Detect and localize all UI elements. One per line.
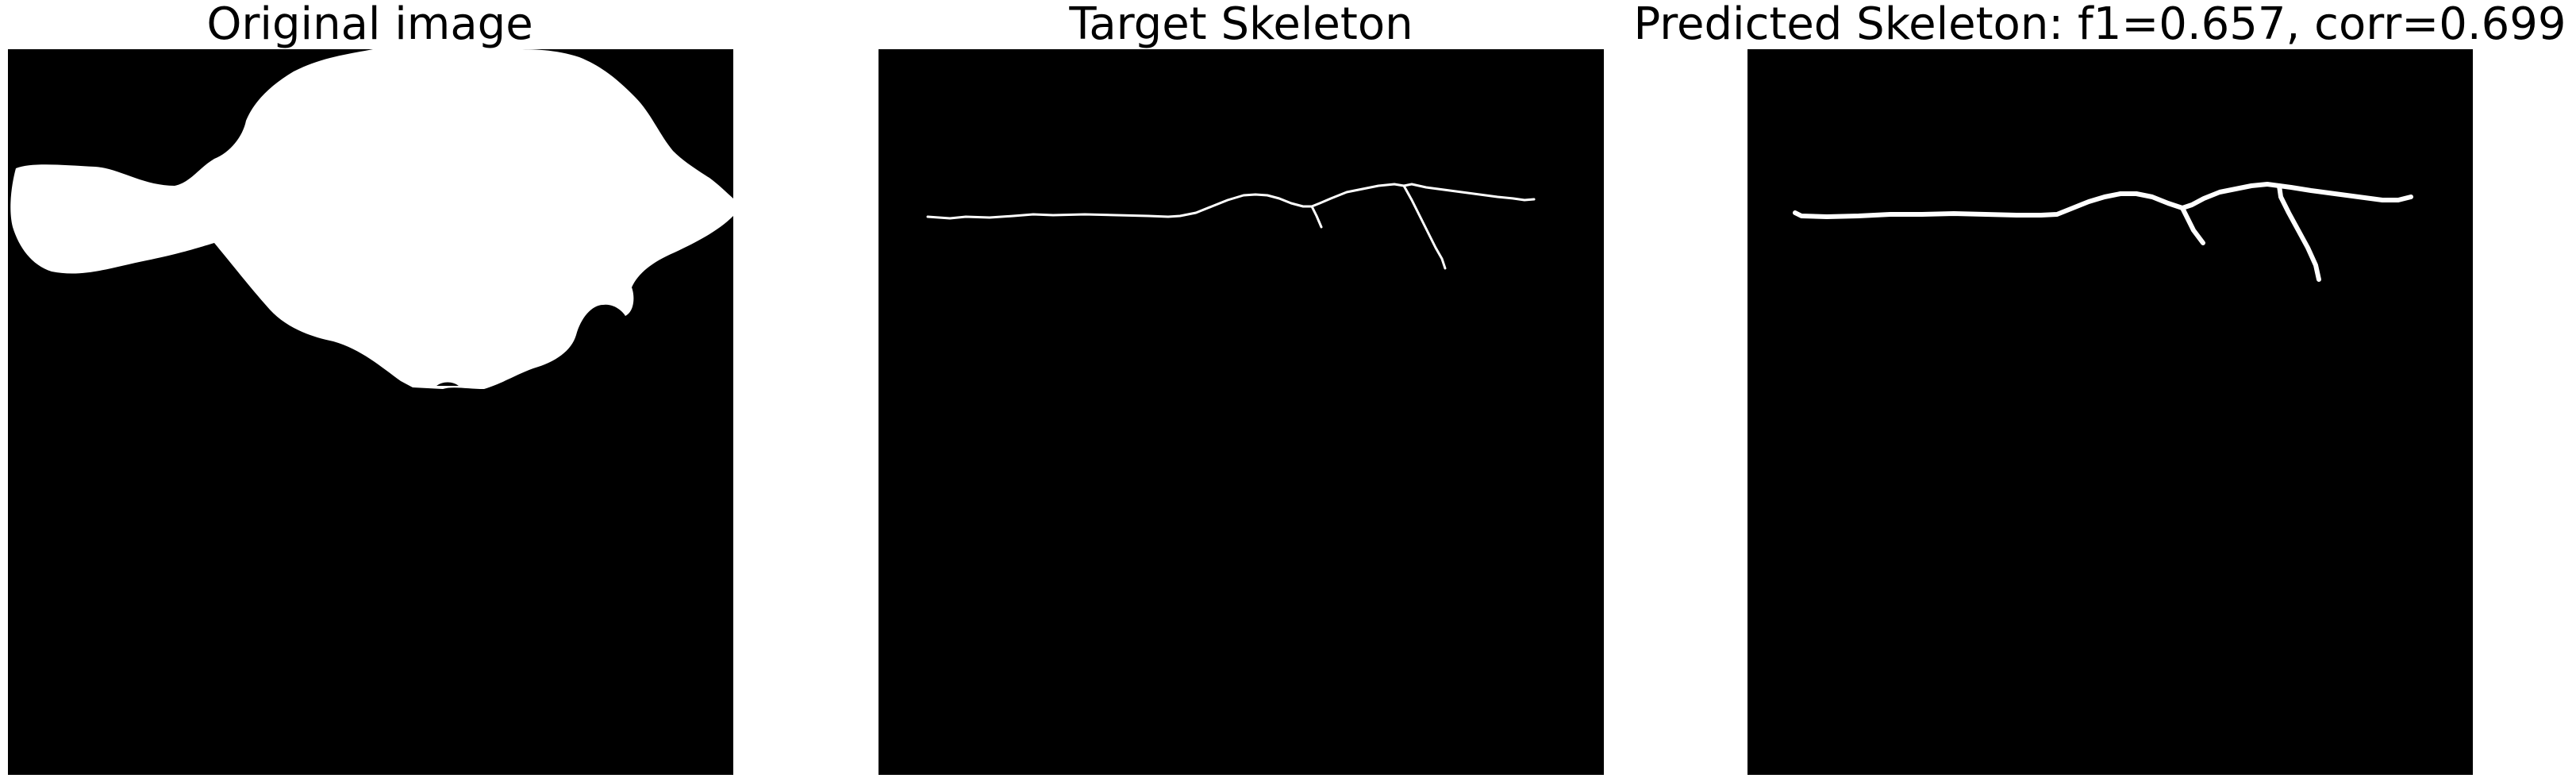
target-skeleton-title: Target Skeleton xyxy=(1069,0,1413,50)
predicted-skeleton-branch-2 xyxy=(2277,183,2321,282)
white-blob-notch xyxy=(436,382,459,386)
target-skeleton-branch-2 xyxy=(1402,184,1447,270)
target-skeleton-panel xyxy=(879,49,1604,775)
original-mask-image xyxy=(8,49,733,775)
target-skeleton-main-path xyxy=(926,183,1536,220)
white-blob-shape xyxy=(10,49,733,389)
predicted-skeleton-image xyxy=(1747,49,2473,775)
predicted-skeleton-title: Predicted Skeleton: f1=0.657, corr=0.699 xyxy=(1633,0,2566,50)
target-skeleton-image xyxy=(879,49,1604,775)
target-skeleton-branch-1 xyxy=(1310,205,1323,229)
original-image-panel xyxy=(8,49,733,775)
predicted-skeleton-main-path xyxy=(1793,182,2413,219)
original-image-title: Original image xyxy=(206,0,533,50)
predicted-skeleton-branch-1 xyxy=(2180,206,2205,245)
predicted-skeleton-panel xyxy=(1747,49,2473,775)
